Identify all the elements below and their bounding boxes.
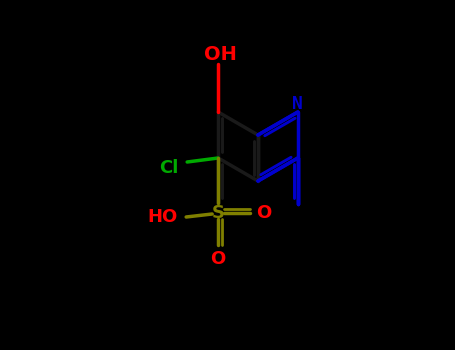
Text: O: O [257, 204, 272, 222]
Text: S: S [212, 204, 225, 222]
Text: N: N [293, 95, 303, 113]
Text: HO: HO [147, 208, 177, 226]
Text: Cl: Cl [159, 159, 179, 177]
Text: OH: OH [204, 44, 237, 63]
Text: O: O [211, 250, 226, 268]
